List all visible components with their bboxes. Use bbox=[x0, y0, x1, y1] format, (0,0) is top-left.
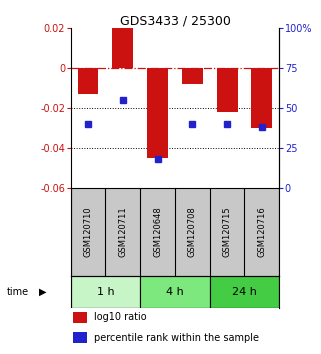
Bar bbox=[147, 68, 168, 158]
Bar bbox=[78, 68, 99, 94]
Text: ▶: ▶ bbox=[39, 287, 46, 297]
Text: GSM120711: GSM120711 bbox=[118, 206, 127, 257]
Bar bbox=[210, 276, 279, 308]
Bar bbox=[73, 312, 87, 323]
Text: GSM120715: GSM120715 bbox=[222, 206, 232, 257]
Text: 1 h: 1 h bbox=[97, 287, 114, 297]
Bar bbox=[217, 68, 238, 112]
Text: GSM120710: GSM120710 bbox=[83, 206, 92, 257]
Text: time: time bbox=[7, 287, 29, 297]
Text: GSM120716: GSM120716 bbox=[257, 206, 266, 257]
Bar bbox=[182, 68, 203, 84]
Text: percentile rank within the sample: percentile rank within the sample bbox=[94, 332, 259, 343]
Bar bbox=[140, 276, 210, 308]
Text: log10 ratio: log10 ratio bbox=[94, 312, 146, 322]
Text: GSM120648: GSM120648 bbox=[153, 206, 162, 257]
Bar bbox=[73, 332, 87, 343]
Text: 4 h: 4 h bbox=[166, 287, 184, 297]
Text: GSM120708: GSM120708 bbox=[188, 206, 197, 257]
Bar bbox=[112, 28, 133, 68]
Bar bbox=[71, 276, 140, 308]
Title: GDS3433 / 25300: GDS3433 / 25300 bbox=[119, 14, 230, 27]
Bar bbox=[251, 68, 272, 128]
Text: 24 h: 24 h bbox=[232, 287, 257, 297]
